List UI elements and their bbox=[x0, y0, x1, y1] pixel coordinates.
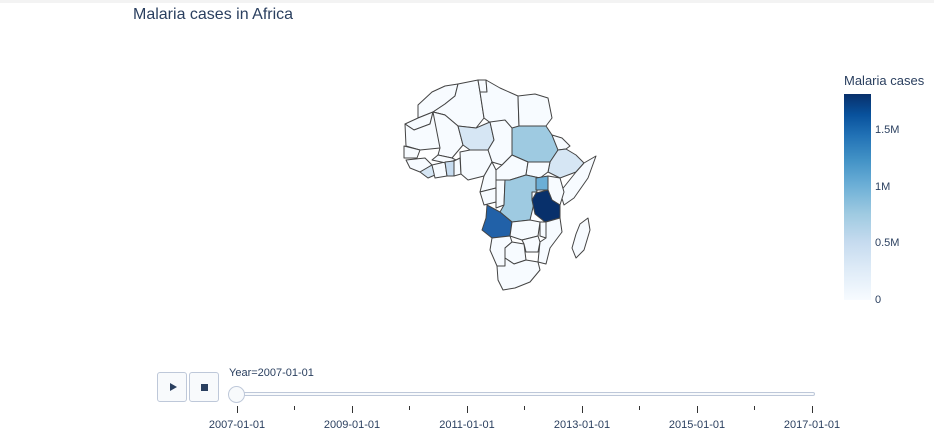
slider-tick-major bbox=[582, 406, 583, 413]
country-zimbabwe[interactable] bbox=[521, 235, 541, 253]
stop-icon bbox=[200, 383, 208, 391]
slider-tick-major bbox=[697, 406, 698, 413]
colorbar-tick-1m: 1M bbox=[875, 181, 891, 193]
country-eritrea[interactable] bbox=[551, 134, 571, 151]
slider-tick-minor bbox=[639, 406, 640, 410]
chart-title: Malaria cases in Africa bbox=[133, 6, 294, 23]
country-malawi[interactable] bbox=[539, 221, 547, 239]
slider-tick-label[interactable]: 2009-01-01 bbox=[323, 419, 381, 431]
slider-current-label: Year=2007-01-01 bbox=[229, 367, 314, 379]
slider-tick-label[interactable]: 2015-01-01 bbox=[668, 419, 726, 431]
slider-tick-minor bbox=[409, 406, 410, 410]
country-cote-divoire[interactable] bbox=[431, 161, 448, 179]
slider-tick-label[interactable]: 2013-01-01 bbox=[553, 419, 611, 431]
slider-tick-minor bbox=[754, 406, 755, 410]
stop-button[interactable] bbox=[189, 372, 219, 402]
country-south-africa[interactable] bbox=[496, 257, 541, 291]
colorbar-title: Malaria cases bbox=[844, 73, 925, 88]
country-somalia[interactable] bbox=[559, 155, 597, 206]
slider-track[interactable] bbox=[230, 392, 815, 396]
country-mali[interactable] bbox=[432, 111, 464, 159]
country-dr-congo[interactable] bbox=[499, 174, 541, 223]
slider-handle[interactable] bbox=[228, 386, 245, 403]
country-egypt[interactable] bbox=[517, 93, 553, 127]
slider-tick-major bbox=[352, 406, 353, 413]
colorbar bbox=[844, 94, 871, 300]
colorbar-tick-1.5m: 1.5M bbox=[875, 124, 900, 136]
slider-tick-minor bbox=[294, 406, 295, 410]
slider-tick-major bbox=[237, 406, 238, 413]
slider-tick-label[interactable]: 2007-01-01 bbox=[208, 419, 266, 431]
top-strip bbox=[0, 0, 934, 3]
country-mozambique[interactable] bbox=[537, 217, 563, 265]
colorbar-tick-0.5m: 0.5M bbox=[875, 237, 900, 249]
slider-tick-minor bbox=[524, 406, 525, 410]
slider-tick-label[interactable]: 2011-01-01 bbox=[439, 419, 495, 431]
slider-tick-label[interactable]: 2017-01-01 bbox=[783, 419, 841, 431]
play-icon bbox=[169, 383, 177, 391]
slider-tick-major bbox=[467, 406, 468, 413]
country-madagascar[interactable] bbox=[571, 217, 591, 259]
country-south-sudan[interactable] bbox=[525, 161, 551, 179]
slider-tick-major bbox=[812, 406, 813, 413]
country-senegal[interactable] bbox=[403, 145, 421, 159]
country-sudan[interactable] bbox=[511, 125, 559, 163]
country-ghana[interactable] bbox=[444, 160, 455, 177]
colorbar-tick-0: 0 bbox=[875, 294, 882, 306]
play-button[interactable] bbox=[157, 372, 187, 402]
country-uganda[interactable] bbox=[535, 175, 549, 191]
